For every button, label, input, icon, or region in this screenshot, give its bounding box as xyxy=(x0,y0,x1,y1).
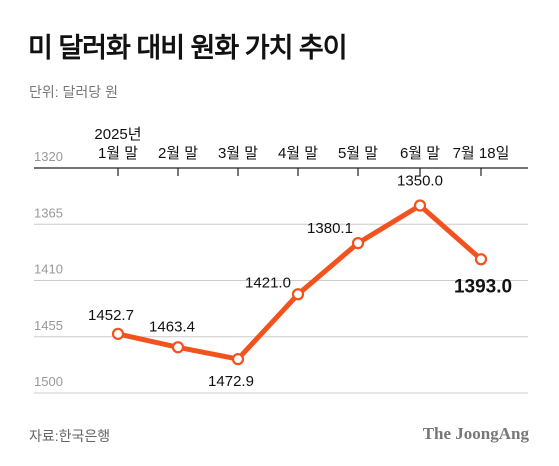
chart-title: 미 달러화 대비 원화 가치 추이 xyxy=(28,33,348,63)
x-tick-label: 3월 말 xyxy=(218,145,258,162)
x-tick-label: 5월 말 xyxy=(338,145,378,162)
y-tick-label: 1410 xyxy=(34,262,63,277)
data-point xyxy=(231,353,245,366)
x-tick-label: 4월 말 xyxy=(278,145,318,162)
x-tick-label: 7월 18일 xyxy=(453,145,510,162)
data-label: 1393.0 xyxy=(454,276,512,297)
data-point xyxy=(351,237,365,250)
brand-logo: The JoongAng xyxy=(422,424,529,443)
data-label: 1472.9 xyxy=(208,373,254,390)
unit-label: 단위: 달러당 원 xyxy=(29,84,118,100)
y-tick-label: 1320 xyxy=(34,149,63,164)
x-tick-label: 1월 말 xyxy=(98,145,138,162)
x-tick-label: 2월 말 xyxy=(158,145,198,162)
series-line xyxy=(115,203,484,362)
data-point xyxy=(291,288,305,301)
source-label: 자료:한국은행 xyxy=(29,428,111,444)
y-tick-label: 1500 xyxy=(34,374,63,389)
data-label: 1452.7 xyxy=(88,307,134,324)
data-label: 1463.4 xyxy=(149,318,195,335)
y-tick-label: 1365 xyxy=(34,205,63,220)
data-label: 1421.0 xyxy=(245,274,291,291)
data-point xyxy=(111,327,125,340)
data-point xyxy=(413,199,427,212)
data-label: 1380.1 xyxy=(307,220,353,237)
data-point xyxy=(474,253,488,266)
data-point xyxy=(171,341,185,354)
data-label: 1350.0 xyxy=(397,173,443,190)
year-label: 2025년 xyxy=(94,126,141,143)
x-tick-label: 6월 말 xyxy=(400,145,440,162)
y-tick-label: 1455 xyxy=(34,318,63,333)
